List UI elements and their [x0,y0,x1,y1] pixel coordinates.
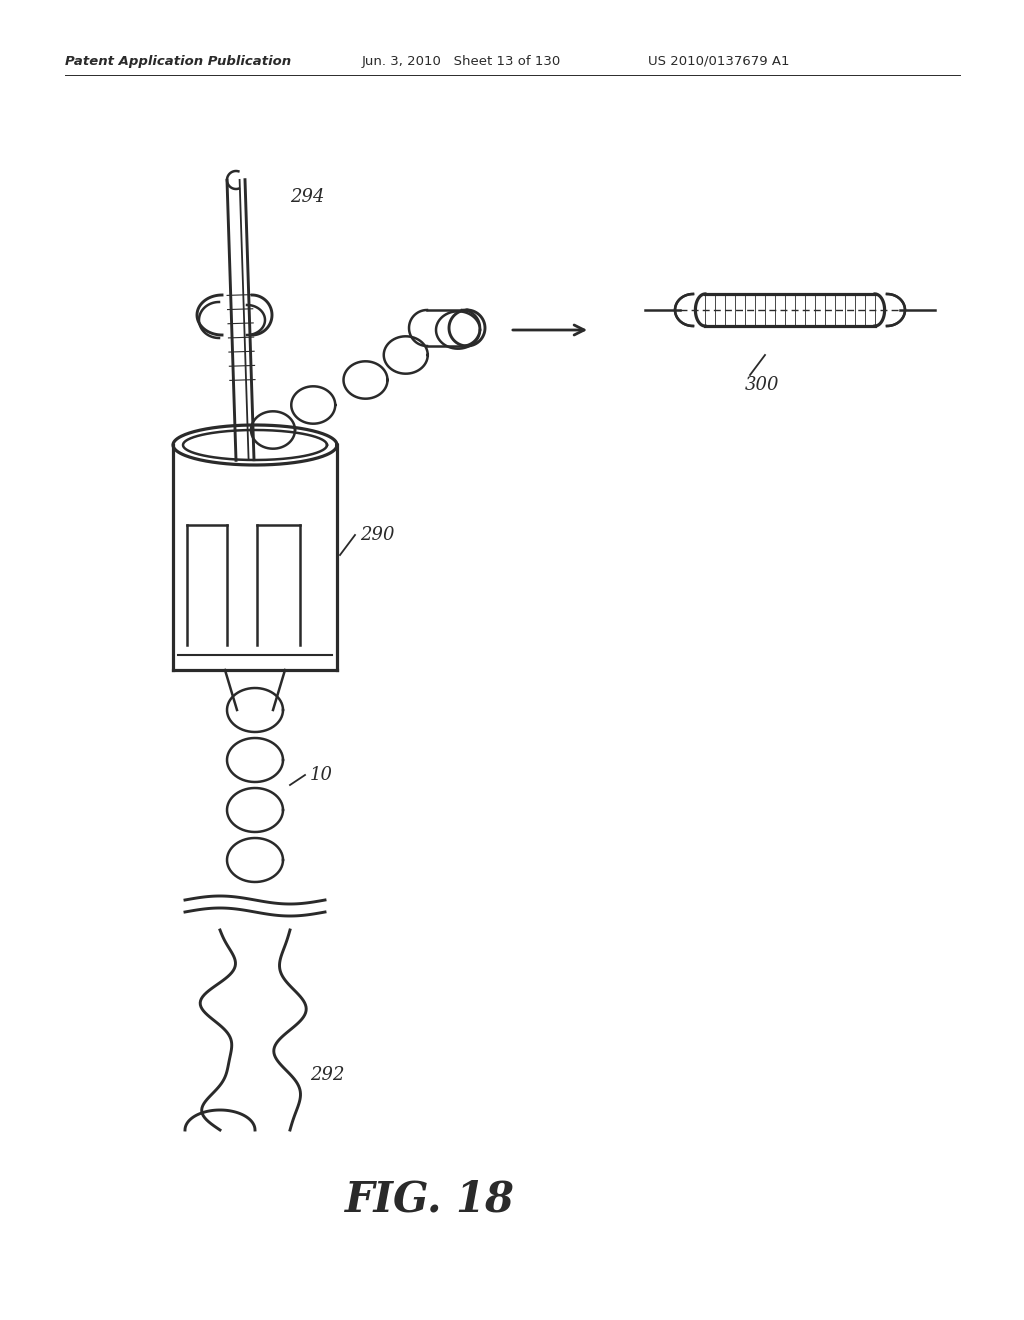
Text: Patent Application Publication: Patent Application Publication [65,55,291,69]
Text: 294: 294 [290,187,325,206]
Text: Jun. 3, 2010   Sheet 13 of 130: Jun. 3, 2010 Sheet 13 of 130 [362,55,561,69]
Text: 300: 300 [745,376,779,393]
Text: 292: 292 [310,1067,344,1084]
Text: US 2010/0137679 A1: US 2010/0137679 A1 [648,55,790,69]
Text: 290: 290 [360,525,394,544]
Text: 10: 10 [310,766,333,784]
Text: FIG. 18: FIG. 18 [345,1179,515,1221]
